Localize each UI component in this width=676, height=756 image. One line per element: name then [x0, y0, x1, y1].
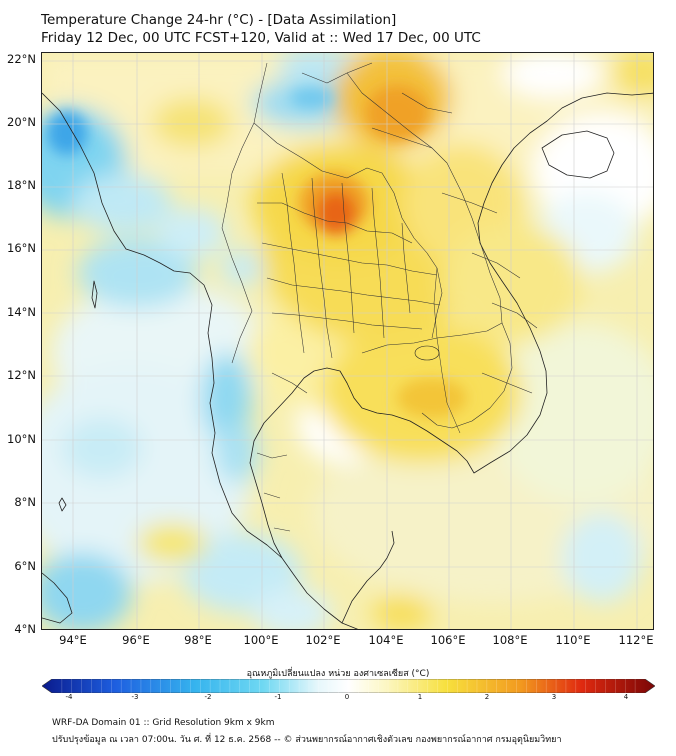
map-canvas: [42, 53, 653, 629]
lon-label-110E: 110°E: [555, 633, 591, 647]
colorbar-tick-3: 3: [551, 693, 557, 701]
colorbar-tick-0: 0: [344, 693, 350, 701]
lon-label-104E: 104°E: [368, 633, 404, 647]
lat-label-10N: 10°N: [7, 432, 36, 446]
chart-title: Temperature Change 24-hr (°C) - [Data As…: [41, 12, 397, 28]
colorbar-title: อุณหภูมิเปลี่ยนแปลง หน่วย องศาเซลเซียส (…: [246, 669, 430, 679]
lat-label-4N: 4°N: [14, 622, 36, 636]
graticule: [42, 53, 653, 629]
lon-label-106E: 106°E: [430, 633, 466, 647]
colorbar-tick-neg2: -2: [204, 693, 212, 701]
temperature-field: [42, 53, 653, 629]
lon-label-102E: 102°E: [305, 633, 341, 647]
chart-subtitle: Friday 12 Dec, 00 UTC FCST+120, Valid at…: [41, 30, 481, 46]
lon-label-108E: 108°E: [492, 633, 528, 647]
lat-label-20N: 20°N: [7, 115, 36, 129]
lon-label-98E: 98°E: [184, 633, 212, 647]
lat-label-12N: 12°N: [7, 368, 36, 382]
coastlines: [42, 92, 653, 629]
lat-label-6N: 6°N: [14, 559, 36, 573]
lat-label-8N: 8°N: [14, 495, 36, 509]
lat-label-14N: 14°N: [7, 305, 36, 319]
temperature-change-map: [41, 52, 654, 630]
lon-label-112E: 112°E: [618, 633, 654, 647]
footer-update-info: ปรับปรุงข้อมูล ณ เวลา 07:00น. วัน ศ. ที่…: [52, 735, 562, 745]
colorbar-tick-neg3: -3: [131, 693, 139, 701]
lon-label-100E: 100°E: [243, 633, 279, 647]
lat-label-16N: 16°N: [7, 241, 36, 255]
colorbar-tick-2: 2: [484, 693, 490, 701]
country-borders: [221, 62, 538, 532]
colorbar-tick-neg4: -4: [65, 693, 73, 701]
colorbar-tick-4: 4: [623, 693, 629, 701]
lon-label-94E: 94°E: [59, 633, 87, 647]
temperature-hotspots: [47, 85, 467, 418]
lat-label-18N: 18°N: [7, 178, 36, 192]
colorbar-tick-neg1: -1: [274, 693, 282, 701]
colorbar: [42, 679, 655, 693]
lat-label-22N: 22°N: [7, 52, 36, 66]
lon-label-96E: 96°E: [122, 633, 150, 647]
footer-model-info: WRF-DA Domain 01 :: Grid Resolution 9km …: [52, 718, 275, 728]
colorbar-tick-1: 1: [417, 693, 423, 701]
colorbar-gradient: [42, 679, 655, 693]
rivers: [433, 267, 461, 434]
